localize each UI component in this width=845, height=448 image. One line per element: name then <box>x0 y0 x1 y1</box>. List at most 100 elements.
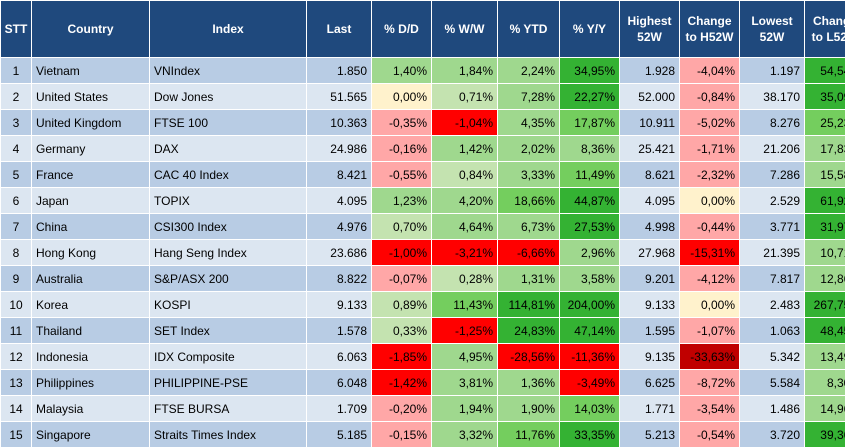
cell-high: 9.133 <box>620 292 680 318</box>
cell-stt: 4 <box>1 136 32 162</box>
cell-country: Australia <box>32 266 150 292</box>
cell-stt: 8 <box>1 240 32 266</box>
cell-dd: 0,89% <box>372 292 432 318</box>
cell-low: 5.342 <box>740 344 805 370</box>
cell-ww: -3,21% <box>432 240 498 266</box>
cell-high: 52.000 <box>620 84 680 110</box>
cell-stt: 1 <box>1 58 32 84</box>
cell-country: United Kingdom <box>32 110 150 136</box>
cell-country: Philippines <box>32 370 150 396</box>
cell-yy: -3,49% <box>560 370 620 396</box>
cell-low: 21.206 <box>740 136 805 162</box>
cell-ww: 0,28% <box>432 266 498 292</box>
cell-chg-low: 267,75% <box>805 292 845 318</box>
cell-ww: -1,25% <box>432 318 498 344</box>
cell-stt: 6 <box>1 188 32 214</box>
cell-country: Germany <box>32 136 150 162</box>
cell-index: KOSPI <box>150 292 307 318</box>
cell-chg-high: -3,54% <box>680 396 740 422</box>
cell-last: 4.976 <box>307 214 372 240</box>
cell-stt: 9 <box>1 266 32 292</box>
header-dd: % D/D <box>372 1 432 58</box>
cell-stt: 2 <box>1 84 32 110</box>
cell-low: 2.529 <box>740 188 805 214</box>
cell-ww: 11,43% <box>432 292 498 318</box>
cell-chg-low: 17,83% <box>805 136 845 162</box>
cell-ytd: 2,02% <box>498 136 560 162</box>
cell-low: 1.197 <box>740 58 805 84</box>
cell-chg-low: 8,30% <box>805 370 845 396</box>
cell-index: TOPIX <box>150 188 307 214</box>
cell-ytd: 1,36% <box>498 370 560 396</box>
cell-chg-high: -4,12% <box>680 266 740 292</box>
cell-country: Thailand <box>32 318 150 344</box>
cell-chg-low: 39,36% <box>805 422 845 448</box>
cell-chg-low: 15,58% <box>805 162 845 188</box>
cell-low: 3.720 <box>740 422 805 448</box>
header-low: Lowest 52W <box>740 1 805 58</box>
header-chg-high: Change to H52W <box>680 1 740 58</box>
cell-ytd: 1,90% <box>498 396 560 422</box>
cell-index: VNIndex <box>150 58 307 84</box>
cell-yy: 22,27% <box>560 84 620 110</box>
cell-last: 8.421 <box>307 162 372 188</box>
cell-ytd: 18,66% <box>498 188 560 214</box>
header-ww: % W/W <box>432 1 498 58</box>
cell-last: 9.133 <box>307 292 372 318</box>
cell-country: China <box>32 214 150 240</box>
cell-index: S&P/ASX 200 <box>150 266 307 292</box>
cell-ytd: -28,56% <box>498 344 560 370</box>
cell-chg-low: 48,45% <box>805 318 845 344</box>
cell-country: Japan <box>32 188 150 214</box>
cell-stt: 3 <box>1 110 32 136</box>
cell-dd: 1,23% <box>372 188 432 214</box>
cell-dd: -1,42% <box>372 370 432 396</box>
cell-chg-high: -33,63% <box>680 344 740 370</box>
cell-low: 1.063 <box>740 318 805 344</box>
cell-yy: 8,36% <box>560 136 620 162</box>
cell-country: Korea <box>32 292 150 318</box>
cell-stt: 14 <box>1 396 32 422</box>
cell-low: 7.817 <box>740 266 805 292</box>
cell-dd: -0,35% <box>372 110 432 136</box>
cell-stt: 12 <box>1 344 32 370</box>
cell-stt: 13 <box>1 370 32 396</box>
cell-country: Singapore <box>32 422 150 448</box>
cell-last: 24.986 <box>307 136 372 162</box>
cell-index: FTSE 100 <box>150 110 307 136</box>
header-row: STT Country Index Last % D/D % W/W % YTD… <box>1 1 845 58</box>
cell-chg-high: -0,54% <box>680 422 740 448</box>
header-stt: STT <box>1 1 32 58</box>
cell-low: 2.483 <box>740 292 805 318</box>
cell-index: IDX Composite <box>150 344 307 370</box>
cell-high: 1.771 <box>620 396 680 422</box>
cell-chg-low: 25,23% <box>805 110 845 136</box>
cell-dd: -0,15% <box>372 422 432 448</box>
cell-last: 6.063 <box>307 344 372 370</box>
cell-yy: 14,03% <box>560 396 620 422</box>
cell-dd: -0,20% <box>372 396 432 422</box>
cell-chg-low: 14,96% <box>805 396 845 422</box>
cell-chg-high: -2,32% <box>680 162 740 188</box>
cell-dd: 0,00% <box>372 84 432 110</box>
cell-ytd: -6,66% <box>498 240 560 266</box>
cell-index: PHILIPPINE-PSE <box>150 370 307 396</box>
cell-high: 10.911 <box>620 110 680 136</box>
cell-stt: 15 <box>1 422 32 448</box>
cell-last: 4.095 <box>307 188 372 214</box>
cell-high: 4.998 <box>620 214 680 240</box>
cell-high: 9.201 <box>620 266 680 292</box>
cell-high: 6.625 <box>620 370 680 396</box>
cell-index: DAX <box>150 136 307 162</box>
cell-last: 23.686 <box>307 240 372 266</box>
header-yy: % Y/Y <box>560 1 620 58</box>
cell-ww: 4,95% <box>432 344 498 370</box>
